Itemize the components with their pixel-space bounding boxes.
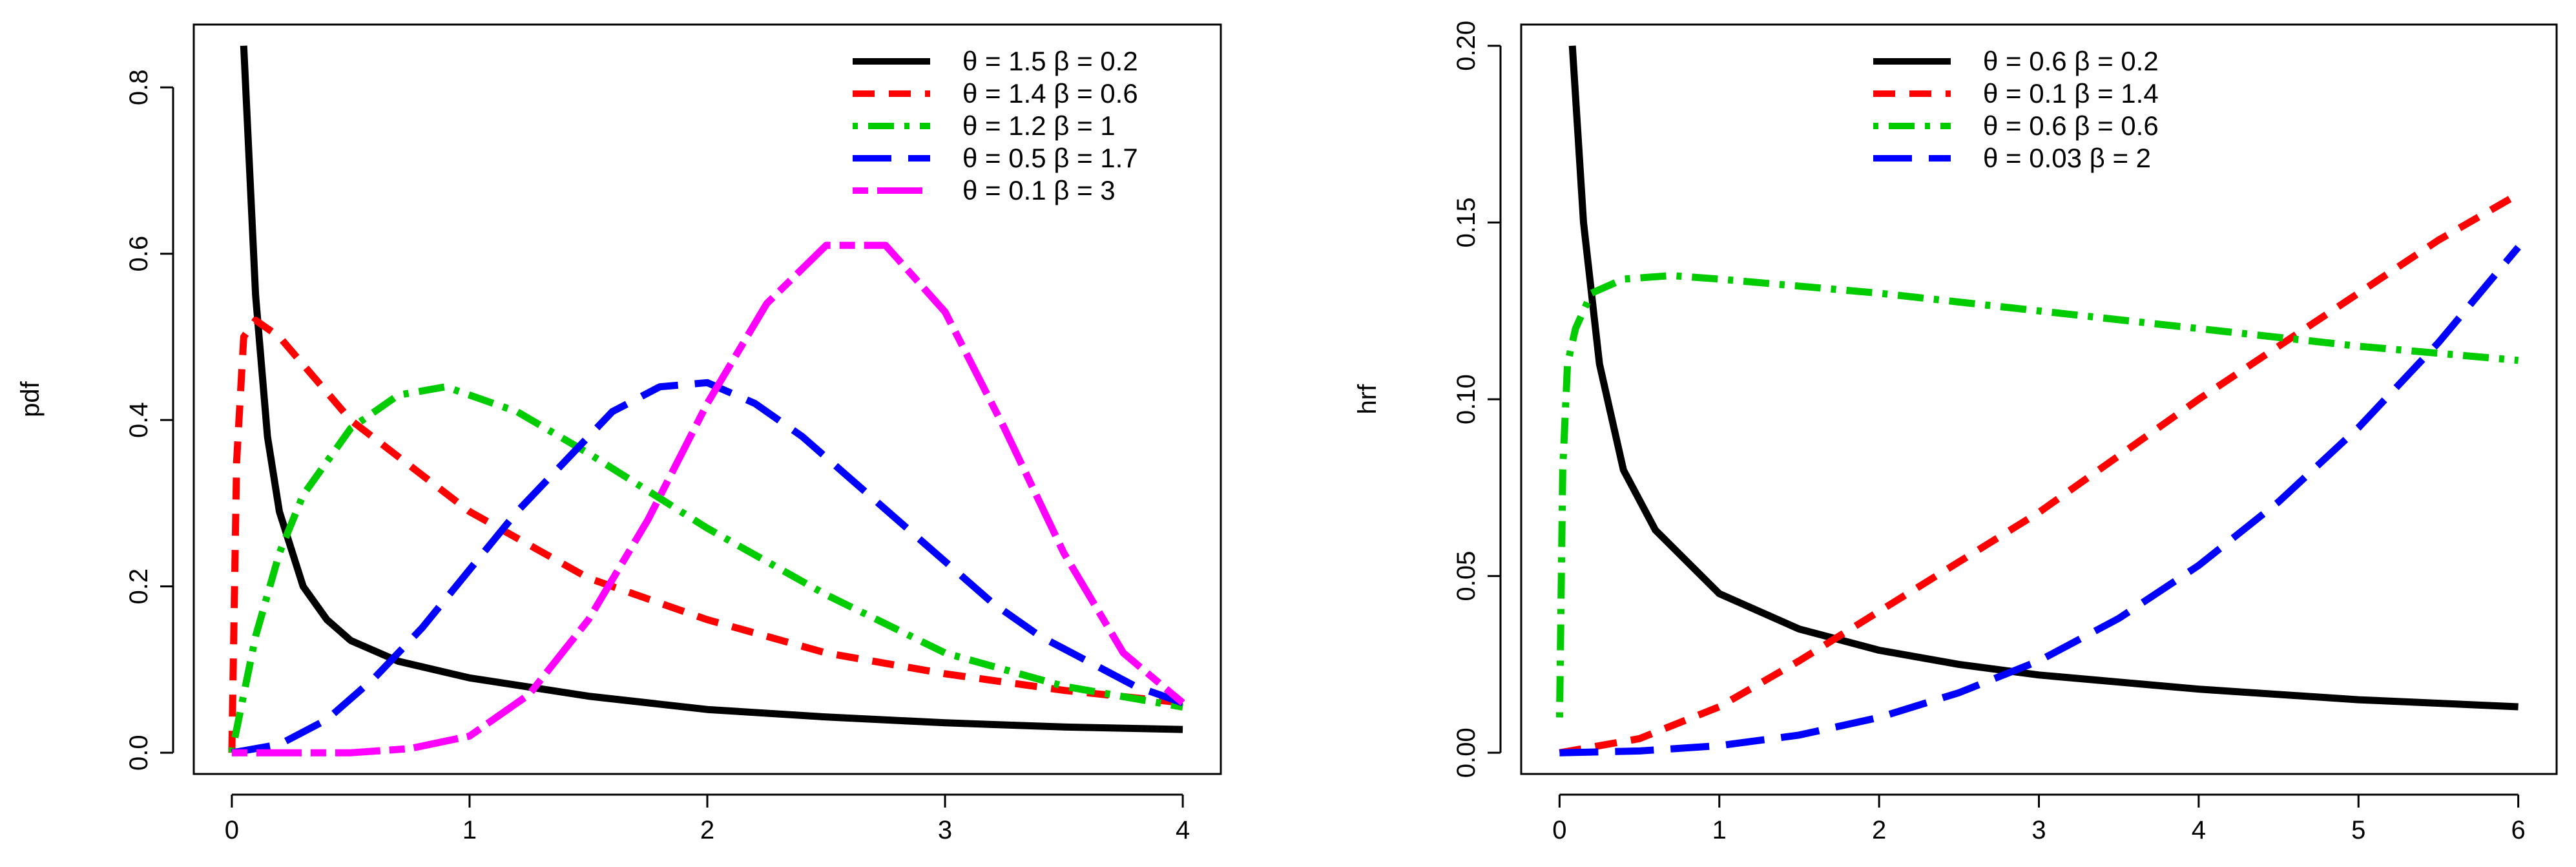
hrf-legend: θ = 0.6 β = 0.2θ = 0.1 β = 1.4θ = 0.6 β … <box>1873 46 2159 173</box>
hrf-legend-label-1: θ = 0.6 β = 0.2 <box>1983 46 2159 76</box>
pdf-series-line-5 <box>231 242 1185 757</box>
hrf-x-tick-label: 1 <box>1712 816 1727 844</box>
pdf-y-axis: 0.0 0.2 0.4 0.6 0.8 <box>125 69 174 771</box>
pdf-x-tick-label: 0 <box>225 816 239 844</box>
pdf-series-line-2 <box>228 317 1183 753</box>
pdf-legend: θ = 1.5 β = 0.2θ = 1.4 β = 0.6θ = 1.2 β … <box>853 46 1138 205</box>
pdf-series-line-4 <box>231 379 1184 757</box>
hrf-plot-frame <box>1520 23 2558 775</box>
pdf-x-tick-label: 1 <box>462 816 477 844</box>
pdf-y-tick-label: 0.6 <box>125 236 153 272</box>
hrf-series-line-1 <box>1568 45 2519 711</box>
pdf-x-tick-label: 2 <box>700 816 714 844</box>
hrf-x-tick-label: 0 <box>1552 816 1566 844</box>
pdf-chart: 0 1 2 3 4 0.0 0.2 0.4 0.6 0.8 pdf θ = 1.5 β = 0.… <box>16 23 1222 844</box>
pdf-x-tick-label: 3 <box>938 816 952 844</box>
pdf-y-tick-label: 0.2 <box>125 569 153 605</box>
hrf-chart: 0 1 2 3 4 5 6 0.00 0.05 0.10 0.15 0.20 hrf θ = 0.6… <box>1353 21 2558 844</box>
pdf-series-layer <box>228 45 1185 757</box>
hrf-legend-label-3: θ = 0.6 β = 0.6 <box>1983 110 2159 141</box>
pdf-legend-label-2: θ = 1.4 β = 0.6 <box>962 78 1138 109</box>
hrf-y-tick-label: 0.15 <box>1452 197 1480 247</box>
hrf-x-tick-label: 3 <box>2031 816 2046 844</box>
hrf-legend-label-4: θ = 0.03 β = 2 <box>1983 143 2151 173</box>
hrf-y-tick-label: 0.10 <box>1452 374 1480 424</box>
hrf-x-tick-label: 2 <box>1872 816 1886 844</box>
hrf-series-layer <box>1555 45 2521 757</box>
pdf-y-tick-label: 0.8 <box>125 69 153 105</box>
pdf-x-tick-label: 4 <box>1176 816 1190 844</box>
pdf-y-tick-label: 0.0 <box>125 735 153 771</box>
pdf-y-tick-label: 0.4 <box>125 402 153 438</box>
hrf-y-tick-label: 0.05 <box>1452 551 1480 601</box>
pdf-series-line-3 <box>228 383 1184 754</box>
pdf-plot-frame <box>192 23 1222 775</box>
hrf-x-tick-label: 4 <box>2192 816 2206 844</box>
hrf-y-tick-label: 0.00 <box>1452 727 1480 778</box>
pdf-legend-label-4: θ = 0.5 β = 1.7 <box>962 143 1138 173</box>
pdf-series-line-1 <box>240 45 1183 733</box>
hrf-x-tick-label: 6 <box>2511 816 2526 844</box>
pdf-legend-label-3: θ = 1.2 β = 1 <box>962 110 1116 141</box>
pdf-legend-label-5: θ = 0.1 β = 3 <box>962 175 1116 205</box>
pdf-legend-label-1: θ = 1.5 β = 0.2 <box>962 46 1138 76</box>
hrf-legend-label-2: θ = 0.1 β = 1.4 <box>1983 78 2159 109</box>
hrf-series-line-4 <box>1559 245 2521 757</box>
hrf-x-axis: 0 1 2 3 4 5 6 <box>1552 793 2526 844</box>
pdf-x-axis: 0 1 2 3 4 <box>225 793 1190 844</box>
hrf-y-axis-label: hrf <box>1353 384 1382 415</box>
pdf-y-axis-label: pdf <box>16 381 45 417</box>
hrf-y-tick-label: 0.20 <box>1452 21 1480 71</box>
hrf-y-axis: 0.00 0.05 0.10 0.15 0.20 <box>1452 21 1502 778</box>
hrf-x-tick-label: 5 <box>2351 816 2365 844</box>
